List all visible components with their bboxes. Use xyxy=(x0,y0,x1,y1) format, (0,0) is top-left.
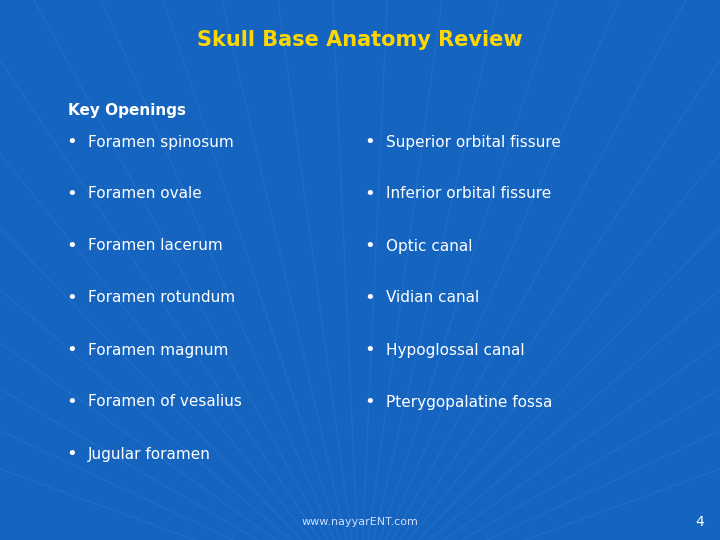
Text: Foramen of vesalius: Foramen of vesalius xyxy=(88,395,242,409)
Text: •: • xyxy=(67,341,77,359)
Text: •: • xyxy=(67,133,77,151)
Text: •: • xyxy=(364,185,375,203)
Text: Optic canal: Optic canal xyxy=(386,239,472,253)
Text: Foramen spinosum: Foramen spinosum xyxy=(88,134,234,150)
Text: •: • xyxy=(67,445,77,463)
Text: Foramen rotundum: Foramen rotundum xyxy=(88,291,235,306)
Text: Hypoglossal canal: Hypoglossal canal xyxy=(386,342,525,357)
Text: •: • xyxy=(67,393,77,411)
Text: Inferior orbital fissure: Inferior orbital fissure xyxy=(386,186,552,201)
Text: Jugular foramen: Jugular foramen xyxy=(88,447,211,462)
Text: •: • xyxy=(364,341,375,359)
Text: Foramen ovale: Foramen ovale xyxy=(88,186,202,201)
Text: •: • xyxy=(364,237,375,255)
Text: Foramen lacerum: Foramen lacerum xyxy=(88,239,222,253)
Text: Vidian canal: Vidian canal xyxy=(386,291,480,306)
Text: www.nayyarENT.com: www.nayyarENT.com xyxy=(302,517,418,527)
Text: •: • xyxy=(364,393,375,411)
Text: •: • xyxy=(67,185,77,203)
Text: •: • xyxy=(364,133,375,151)
Text: Foramen magnum: Foramen magnum xyxy=(88,342,228,357)
Text: •: • xyxy=(364,289,375,307)
Text: Key Openings: Key Openings xyxy=(68,103,186,118)
Text: Skull Base Anatomy Review: Skull Base Anatomy Review xyxy=(197,30,523,50)
Text: •: • xyxy=(67,237,77,255)
Text: 4: 4 xyxy=(696,515,704,529)
Text: Superior orbital fissure: Superior orbital fissure xyxy=(386,134,561,150)
Text: Pterygopalatine fossa: Pterygopalatine fossa xyxy=(386,395,552,409)
Text: •: • xyxy=(67,289,77,307)
